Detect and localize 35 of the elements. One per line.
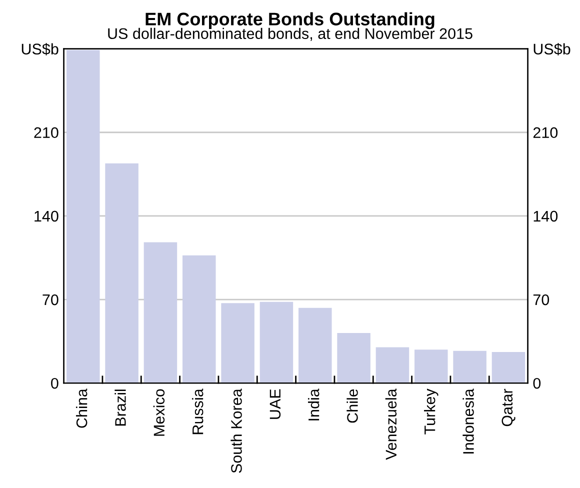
y2-tick-label: 70 xyxy=(533,294,550,306)
x-tick-label: China xyxy=(76,388,88,428)
bar xyxy=(221,303,254,384)
x-tick-label: South Korea xyxy=(230,388,242,473)
x-tick-label: Mexico xyxy=(153,389,165,436)
x-tick-label: Indonesia xyxy=(462,388,474,454)
y-tick-label: 140 xyxy=(34,210,58,222)
x-tick-label: Turkey xyxy=(424,388,438,434)
y-tick-label: 210 xyxy=(34,127,58,138)
y-tick-label: 0 xyxy=(51,378,58,389)
x-tick-label: Brazil xyxy=(114,390,126,426)
bar xyxy=(66,50,100,384)
bar xyxy=(337,332,370,384)
y-tick-label: 70 xyxy=(42,294,58,306)
bar xyxy=(144,242,178,384)
bar xyxy=(105,163,138,384)
y2-tick-label: 0 xyxy=(533,378,541,389)
bar xyxy=(260,302,294,384)
y-tick-label: US$b xyxy=(22,43,58,56)
bar xyxy=(414,350,448,384)
x-tick-label: Venezuela xyxy=(385,388,397,460)
bar xyxy=(298,308,332,384)
y2-tick-label: US$b xyxy=(534,43,570,56)
x-tick-label: Russia xyxy=(192,388,204,434)
bar xyxy=(453,350,486,384)
x-tick-label: Qatar xyxy=(502,388,516,426)
x-tick-label: Chile xyxy=(346,389,358,423)
bar xyxy=(376,347,410,384)
y2-tick-label: 140 xyxy=(534,210,558,222)
y2-tick-label: 210 xyxy=(533,127,558,138)
chart-subtitle: US dollar-denominated bonds, at end November 2015 xyxy=(108,28,472,41)
bar xyxy=(182,255,216,384)
x-tick-label: India xyxy=(308,388,320,420)
x-tick-label: UAE xyxy=(270,389,281,419)
bar xyxy=(492,352,526,384)
